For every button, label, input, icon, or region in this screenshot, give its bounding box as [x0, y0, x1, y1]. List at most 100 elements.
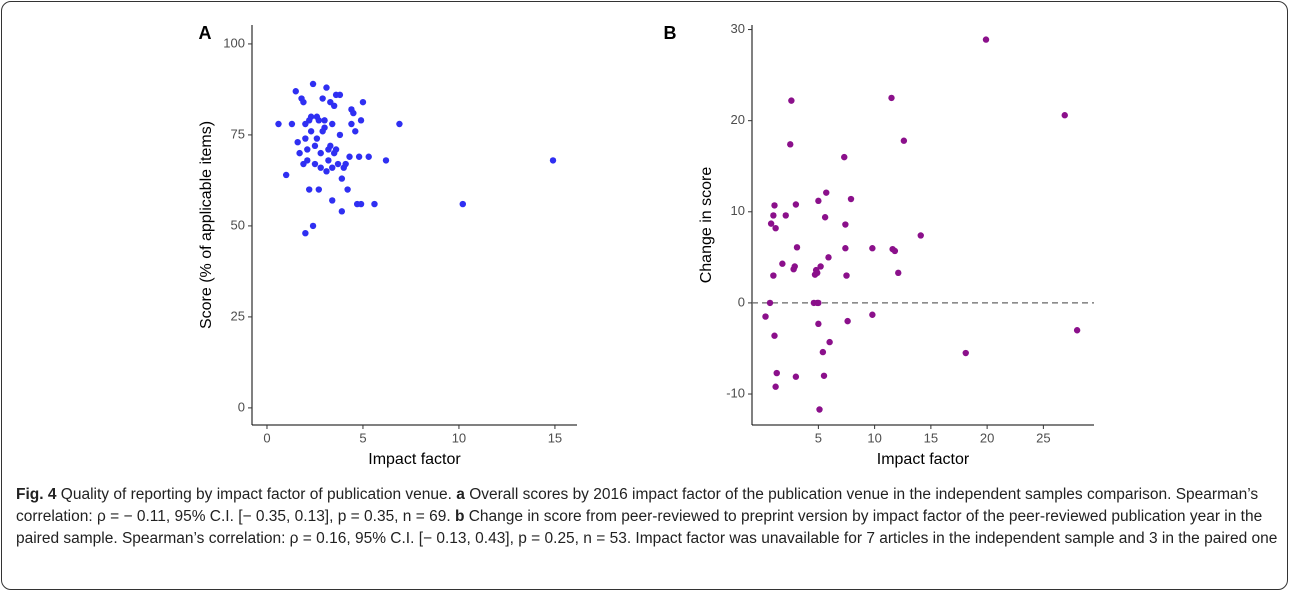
point	[307, 128, 315, 135]
y-tick-label: 100	[223, 35, 245, 50]
point	[330, 102, 338, 110]
point	[396, 120, 403, 128]
point	[355, 153, 363, 160]
point	[772, 224, 779, 232]
point	[787, 141, 794, 148]
point	[788, 97, 795, 104]
point	[321, 117, 328, 124]
point	[300, 98, 307, 106]
point	[814, 269, 821, 277]
point	[766, 299, 774, 307]
y-tick-label: 75	[231, 126, 245, 141]
point	[315, 186, 323, 193]
point	[311, 142, 319, 150]
point	[359, 98, 367, 106]
x-axis-title: Impact factor	[368, 451, 461, 468]
point	[338, 175, 346, 182]
point	[816, 406, 823, 413]
point	[332, 146, 340, 153]
point	[344, 186, 351, 193]
point	[325, 157, 332, 164]
point	[348, 120, 355, 128]
point	[329, 197, 336, 204]
point	[292, 88, 299, 95]
point	[306, 186, 313, 193]
x-tick-label: 25	[1036, 430, 1050, 445]
point	[1073, 327, 1081, 334]
point	[771, 202, 778, 209]
point	[350, 109, 357, 117]
point	[982, 36, 990, 43]
caption-label: Fig. 4	[16, 486, 57, 503]
point	[825, 254, 832, 261]
point	[891, 247, 899, 255]
point	[323, 168, 330, 175]
point	[820, 372, 828, 379]
y-tick-label: -10	[726, 385, 745, 400]
x-tick-label: 15	[548, 430, 562, 445]
point	[334, 160, 342, 168]
point	[309, 80, 317, 88]
point	[311, 160, 319, 168]
y-tick-label: 0	[738, 294, 745, 309]
point	[888, 94, 895, 102]
panel-label: B	[664, 23, 677, 43]
caption-title: Quality of reporting by impact factor of…	[60, 486, 452, 503]
part-label: a	[456, 486, 465, 503]
point	[869, 311, 876, 318]
point	[382, 157, 390, 164]
point	[346, 153, 353, 160]
point	[842, 221, 849, 228]
point	[1061, 112, 1068, 119]
point	[365, 153, 372, 160]
x-tick-label: 5	[359, 430, 366, 445]
point	[296, 149, 303, 157]
point	[342, 160, 349, 168]
point	[302, 135, 309, 142]
point	[302, 229, 309, 237]
point	[459, 200, 466, 208]
point	[357, 200, 365, 208]
point	[815, 197, 822, 205]
point	[319, 95, 326, 102]
point	[549, 157, 557, 164]
point	[323, 84, 330, 91]
point	[815, 320, 822, 328]
point	[770, 212, 777, 219]
point	[319, 128, 326, 135]
point	[819, 348, 827, 356]
x-tick-label: 5	[815, 430, 822, 445]
point	[371, 200, 378, 208]
point	[841, 153, 848, 161]
point	[762, 313, 769, 320]
point	[338, 208, 346, 215]
point	[826, 338, 833, 346]
point	[844, 317, 851, 325]
point	[842, 245, 849, 252]
point	[309, 222, 317, 230]
point	[317, 149, 324, 157]
point	[307, 113, 315, 120]
point	[900, 137, 908, 144]
point	[843, 272, 850, 279]
point	[779, 260, 786, 267]
point	[847, 195, 855, 203]
point	[357, 117, 365, 124]
part-text: Overall scores by 2016 impact factor of …	[16, 486, 1259, 525]
x-tick-label: 0	[263, 430, 270, 445]
point	[782, 212, 789, 219]
y-axis-title: Change in score	[698, 167, 715, 284]
point	[329, 120, 336, 128]
y-tick-label: 0	[238, 399, 245, 414]
point	[917, 232, 924, 239]
part-text: Change in score from peer-reviewed to pr…	[16, 508, 1278, 547]
point	[327, 142, 334, 150]
point	[773, 369, 780, 377]
point	[294, 138, 301, 146]
x-tick-label: 20	[980, 430, 994, 445]
y-tick-label: 20	[731, 112, 745, 127]
y-axis-title: Score (% of applicable items)	[198, 121, 215, 329]
point	[313, 135, 321, 142]
